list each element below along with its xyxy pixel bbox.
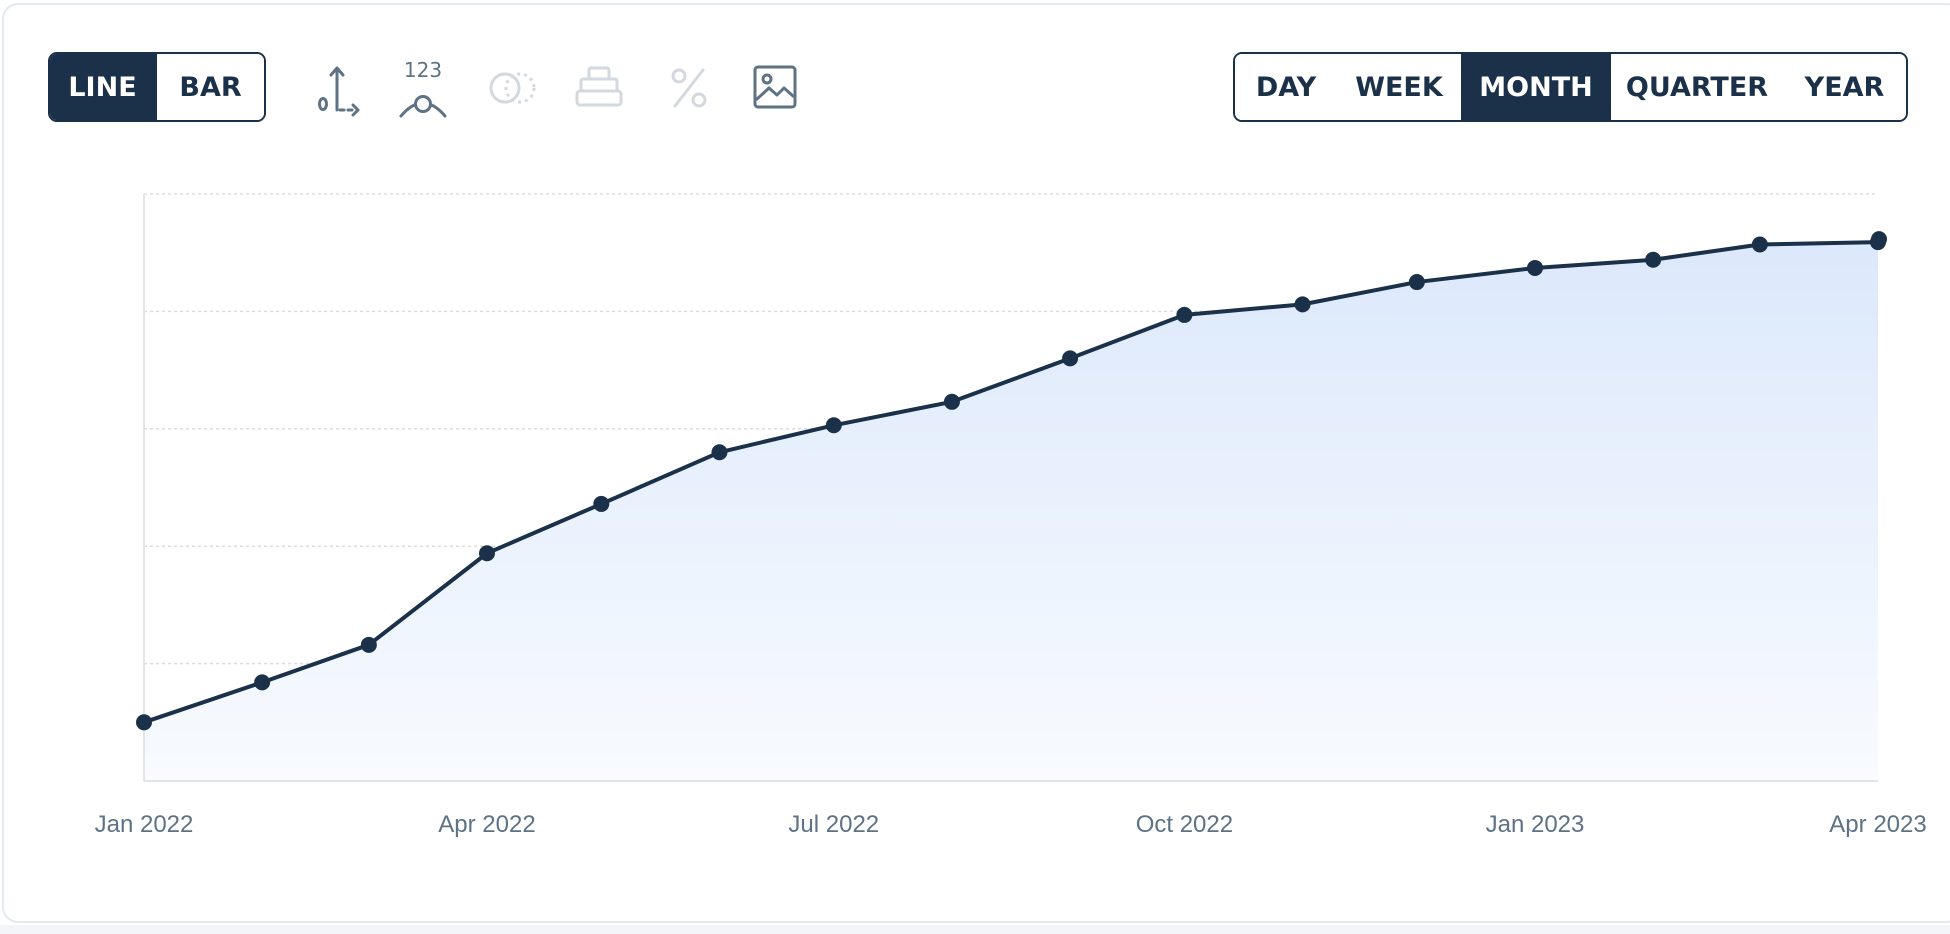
stack-button[interactable] xyxy=(564,54,634,122)
data-point xyxy=(825,417,842,434)
data-point xyxy=(1408,274,1425,291)
percent-icon xyxy=(671,68,707,108)
data-point xyxy=(478,545,495,562)
card-bottom-strip xyxy=(0,925,1950,934)
period-year-button[interactable]: YEAR xyxy=(1783,54,1906,120)
data-point xyxy=(593,495,610,512)
period-day-button[interactable]: DAY xyxy=(1235,54,1337,120)
percent-button[interactable] xyxy=(654,54,724,122)
series-line xyxy=(142,240,1880,725)
data-point xyxy=(1527,259,1544,276)
x-tick-label: Oct 2022 xyxy=(1136,811,1233,838)
series-area xyxy=(144,242,1878,781)
period-week-button[interactable]: WEEK xyxy=(1337,54,1461,120)
compare-button[interactable] xyxy=(477,54,547,122)
export-image-button[interactable] xyxy=(740,54,810,122)
bar-chart-button[interactable]: BAR xyxy=(157,54,264,120)
period-quarter-button[interactable]: QUARTER xyxy=(1611,54,1783,120)
x-tick-label: Jul 2022 xyxy=(788,811,879,838)
compare-icon xyxy=(489,72,536,104)
data-point xyxy=(711,444,728,461)
data-point xyxy=(1176,306,1193,323)
data-point xyxy=(1294,296,1311,313)
data-point-end xyxy=(1871,231,1887,248)
axis-toggle-button[interactable] xyxy=(300,54,370,122)
period-month-button[interactable]: MONTH xyxy=(1461,54,1611,120)
line-chart-button[interactable]: LINE xyxy=(50,54,157,120)
data-labels-button[interactable]: 123 xyxy=(388,54,458,122)
data-point xyxy=(1751,236,1768,253)
data-labels-text: 123 xyxy=(403,58,443,82)
data-point xyxy=(136,714,152,731)
chart-type-toggle: LINE BAR xyxy=(48,52,266,122)
stack-icon xyxy=(575,66,623,107)
data-point xyxy=(1062,350,1079,367)
axis-icon xyxy=(318,66,360,117)
data-point xyxy=(1645,251,1662,268)
data-labels-icon xyxy=(399,95,447,118)
x-tick-label: Apr 2022 xyxy=(438,811,535,838)
data-point xyxy=(943,393,960,410)
x-tick-label: Apr 2023 xyxy=(1829,811,1926,838)
period-toggle: DAY WEEK MONTH QUARTER YEAR xyxy=(1233,52,1908,122)
data-point xyxy=(360,636,377,653)
x-tick-label: Jan 2023 xyxy=(1486,811,1585,838)
image-icon xyxy=(753,65,797,109)
data-point xyxy=(254,674,271,691)
x-tick-label: Jan 2022 xyxy=(95,811,194,838)
